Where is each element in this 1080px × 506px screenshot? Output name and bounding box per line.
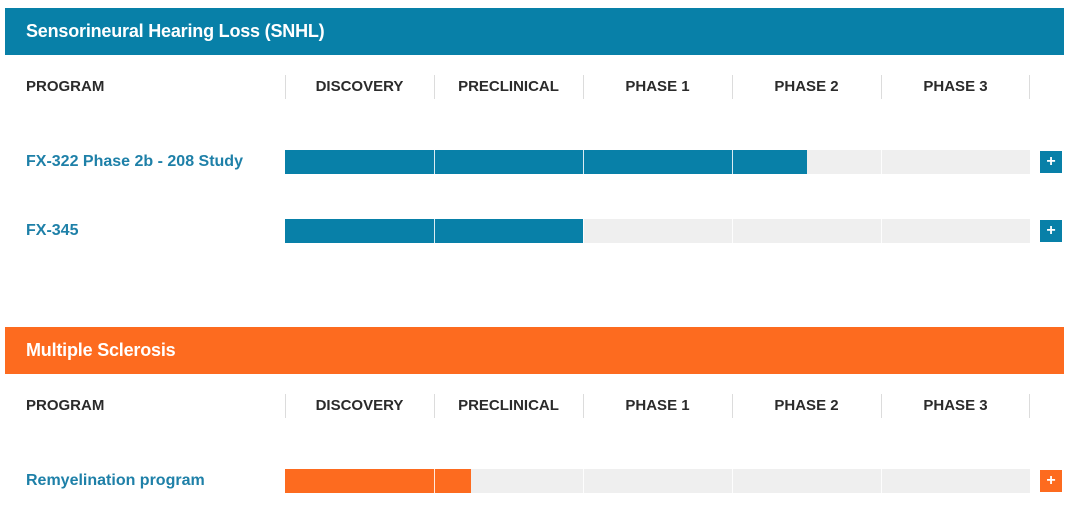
stage-headers: DISCOVERY PRECLINICAL PHASE 1 PHASE 2 PH…: [285, 55, 1030, 119]
expand-button[interactable]: +: [1040, 220, 1062, 242]
stage-phase-1: PHASE 1: [583, 374, 732, 438]
program-row-fx-322: FX-322 Phase 2b - 208 Study +: [5, 150, 1064, 174]
stage-divider: [434, 150, 435, 174]
stage-phase-1: PHASE 1: [583, 55, 732, 119]
stage-divider: [583, 150, 584, 174]
stage-divider: [583, 219, 584, 243]
progress-track: [285, 219, 1030, 243]
program-name-link[interactable]: FX-322 Phase 2b - 208 Study: [26, 153, 243, 170]
section-header: Multiple Sclerosis: [5, 327, 1064, 374]
stage-divider: [1029, 394, 1030, 418]
stage-discovery: DISCOVERY: [285, 55, 434, 119]
stage-header-row: PROGRAM DISCOVERY PRECLINICAL PHASE 1 PH…: [5, 374, 1064, 438]
stage-divider: [732, 469, 733, 493]
stage-phase-2: PHASE 2: [732, 55, 881, 119]
stage-divider: [434, 469, 435, 493]
expand-button[interactable]: +: [1040, 151, 1062, 173]
stage-discovery: DISCOVERY: [285, 374, 434, 438]
stage-divider: [881, 219, 882, 243]
section-header: Sensorineural Hearing Loss (SNHL): [5, 8, 1064, 55]
program-row-fx-345: FX-345 +: [5, 219, 1064, 243]
progress-track: [285, 469, 1030, 493]
stage-phase-3: PHASE 3: [881, 374, 1030, 438]
stage-preclinical: PRECLINICAL: [434, 55, 583, 119]
stage-divider: [434, 219, 435, 243]
pipeline-section-ms: Multiple Sclerosis PROGRAM DISCOVERY PRE…: [5, 327, 1064, 493]
stage-divider: [732, 219, 733, 243]
stage-preclinical: PRECLINICAL: [434, 374, 583, 438]
stage-divider: [732, 150, 733, 174]
expand-button[interactable]: +: [1040, 470, 1062, 492]
pipeline-section-snhl: Sensorineural Hearing Loss (SNHL) PROGRA…: [5, 8, 1064, 243]
stage-headers: DISCOVERY PRECLINICAL PHASE 1 PHASE 2 PH…: [285, 374, 1030, 438]
stage-divider: [583, 469, 584, 493]
program-column-header: PROGRAM: [26, 397, 105, 414]
stage-divider: [881, 150, 882, 174]
stage-divider: [881, 469, 882, 493]
stage-phase-2: PHASE 2: [732, 374, 881, 438]
program-column-header: PROGRAM: [26, 78, 105, 95]
stage-phase-3: PHASE 3: [881, 55, 1030, 119]
stage-divider: [1029, 75, 1030, 99]
stage-header-row: PROGRAM DISCOVERY PRECLINICAL PHASE 1 PH…: [5, 55, 1064, 119]
progress-fill: [285, 469, 472, 493]
program-name-link[interactable]: FX-345: [26, 222, 79, 239]
progress-fill: [285, 150, 807, 174]
program-row-remyelination: Remyelination program +: [5, 469, 1064, 493]
program-name-link[interactable]: Remyelination program: [26, 472, 205, 489]
progress-track: [285, 150, 1030, 174]
